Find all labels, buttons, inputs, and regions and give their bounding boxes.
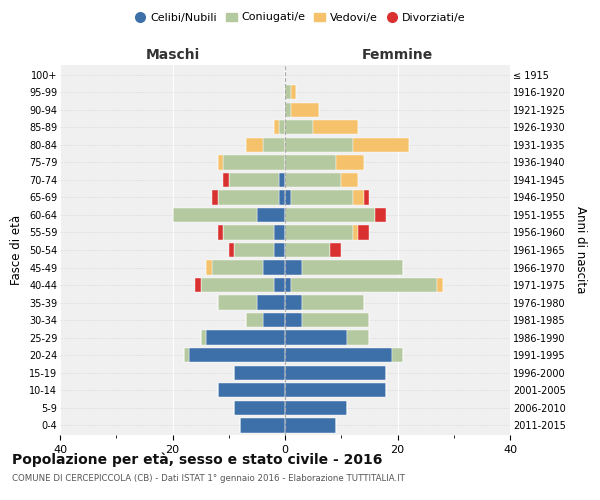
- Bar: [245, 138, 263, 152]
- Text: COMUNE DI CERCEPICCOLA (CB) - Dati ISTAT 1° gennaio 2016 - Elaborazione TUTTITAL: COMUNE DI CERCEPICCOLA (CB) - Dati ISTAT…: [12, 474, 405, 483]
- Bar: [285, 278, 290, 292]
- Bar: [290, 85, 296, 100]
- Bar: [330, 243, 341, 257]
- Bar: [285, 400, 347, 415]
- Bar: [290, 190, 353, 204]
- Bar: [313, 120, 358, 134]
- Bar: [195, 278, 200, 292]
- Bar: [364, 190, 370, 204]
- Bar: [285, 172, 341, 187]
- Bar: [206, 260, 212, 274]
- Bar: [358, 226, 370, 239]
- Bar: [190, 348, 285, 362]
- Bar: [200, 278, 274, 292]
- Bar: [235, 243, 274, 257]
- Bar: [290, 102, 319, 117]
- Bar: [353, 190, 364, 204]
- Bar: [285, 383, 386, 398]
- Bar: [347, 330, 370, 345]
- Bar: [353, 226, 358, 239]
- Bar: [229, 243, 235, 257]
- Bar: [302, 260, 403, 274]
- Bar: [184, 348, 190, 362]
- Bar: [375, 208, 386, 222]
- Bar: [173, 208, 257, 222]
- Bar: [235, 366, 285, 380]
- Bar: [274, 226, 285, 239]
- Bar: [285, 260, 302, 274]
- Bar: [274, 243, 285, 257]
- Bar: [223, 172, 229, 187]
- Bar: [280, 190, 285, 204]
- Bar: [229, 172, 280, 187]
- Bar: [285, 296, 302, 310]
- Text: Femmine: Femmine: [362, 48, 433, 62]
- Bar: [285, 208, 375, 222]
- Bar: [285, 366, 386, 380]
- Bar: [285, 85, 290, 100]
- Bar: [240, 418, 285, 432]
- Bar: [218, 383, 285, 398]
- Y-axis label: Fasce di età: Fasce di età: [10, 215, 23, 285]
- Bar: [285, 120, 313, 134]
- Bar: [206, 330, 285, 345]
- Bar: [212, 260, 263, 274]
- Bar: [200, 330, 206, 345]
- Bar: [285, 190, 290, 204]
- Bar: [285, 313, 302, 328]
- Bar: [353, 138, 409, 152]
- Bar: [218, 155, 223, 170]
- Bar: [257, 208, 285, 222]
- Bar: [257, 296, 285, 310]
- Bar: [274, 278, 285, 292]
- Bar: [285, 348, 392, 362]
- Bar: [285, 138, 353, 152]
- Bar: [285, 418, 335, 432]
- Bar: [263, 313, 285, 328]
- Bar: [245, 313, 263, 328]
- Bar: [335, 155, 364, 170]
- Bar: [285, 330, 347, 345]
- Bar: [290, 278, 437, 292]
- Bar: [392, 348, 403, 362]
- Bar: [218, 296, 257, 310]
- Bar: [285, 243, 330, 257]
- Bar: [223, 155, 285, 170]
- Bar: [285, 102, 290, 117]
- Legend: Celibi/Nubili, Coniugati/e, Vedovi/e, Divorziati/e: Celibi/Nubili, Coniugati/e, Vedovi/e, Di…: [130, 8, 470, 27]
- Bar: [235, 400, 285, 415]
- Bar: [280, 172, 285, 187]
- Text: Popolazione per età, sesso e stato civile - 2016: Popolazione per età, sesso e stato civil…: [12, 452, 382, 467]
- Bar: [285, 155, 335, 170]
- Text: Maschi: Maschi: [145, 48, 200, 62]
- Bar: [223, 226, 274, 239]
- Bar: [263, 138, 285, 152]
- Bar: [285, 226, 353, 239]
- Bar: [302, 313, 370, 328]
- Bar: [280, 120, 285, 134]
- Bar: [341, 172, 358, 187]
- Bar: [263, 260, 285, 274]
- Bar: [218, 226, 223, 239]
- Bar: [274, 120, 280, 134]
- Bar: [302, 296, 364, 310]
- Bar: [218, 190, 280, 204]
- Bar: [212, 190, 218, 204]
- Bar: [437, 278, 443, 292]
- Y-axis label: Anni di nascita: Anni di nascita: [574, 206, 587, 294]
